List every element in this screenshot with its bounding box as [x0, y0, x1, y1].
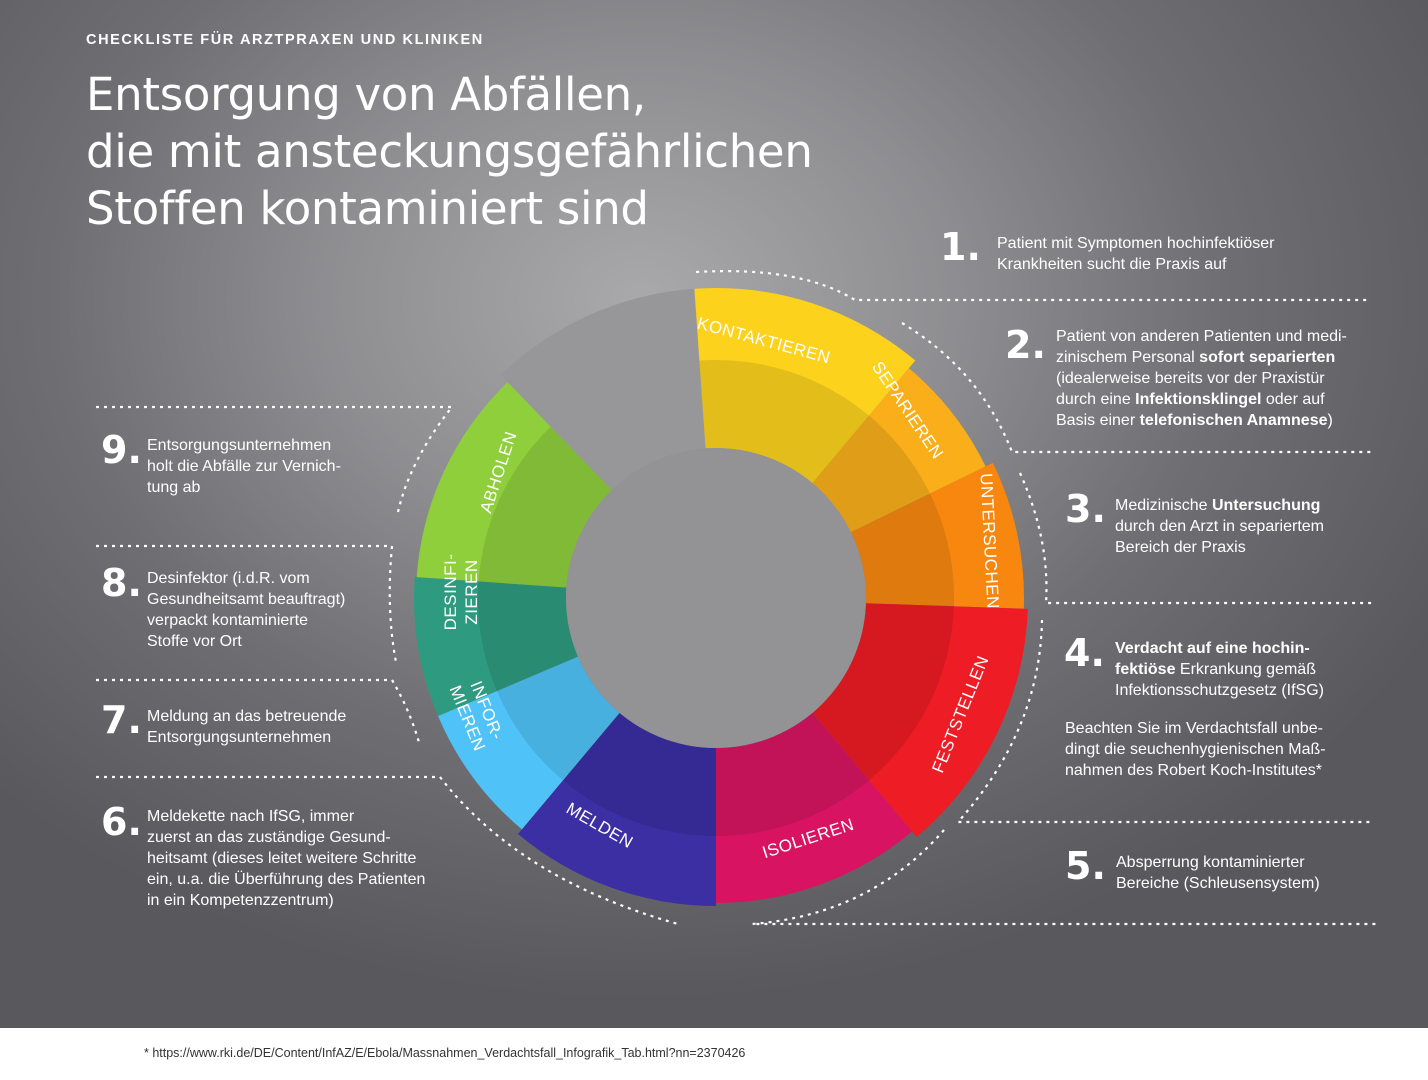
step-text-5: Absperrung kontaminierter Bereiche (Schl… [1116, 852, 1320, 894]
step-line: Absperrung kontaminierter [1116, 854, 1305, 871]
step-line: in ein Kompetenzzentrum) [147, 892, 334, 909]
step-line: Meldekette nach IfSG, immer [147, 808, 355, 825]
connector-6 [96, 775, 679, 926]
segment-separieren [867, 368, 986, 495]
connector-5 [751, 829, 1378, 926]
step-number-6: 6. [101, 800, 142, 844]
step-line: durch eine Infektionsklingel oder auf [1056, 391, 1325, 408]
page-title: Entsorgung von Abfällen, die mit ansteck… [86, 66, 813, 237]
segment-melden-inner [563, 712, 716, 836]
step-line: holt die Abfälle zur Vernich- [147, 458, 341, 475]
step-line: Krankheiten sucht die Praxis auf [997, 256, 1227, 273]
step-number-4: 4. [1064, 631, 1105, 675]
step-line: Patient von anderen Patienten und medi- [1056, 328, 1347, 345]
segment-informieren [438, 690, 565, 830]
step-line: Verdacht auf eine hochin- [1115, 640, 1310, 657]
step-line: ein, u.a. die Überführung des Patienten [147, 871, 426, 888]
step-line: Gesundheitsamt beauftragt) [147, 591, 346, 608]
connector-2 [901, 322, 1373, 454]
step-number-2: 2. [1005, 323, 1046, 367]
step-line: Basis einer telefonischen Anamnese) [1056, 412, 1333, 429]
wheel-segments [414, 288, 1028, 906]
step-line: Meldung an das betreuende [147, 708, 347, 725]
process-wheel: KONTAKTIERENSEPARIERENUNTERSUCHENFESTSTE… [96, 270, 1378, 926]
step-number-3: 3. [1065, 487, 1106, 531]
step-text-7: Meldung an das betreuende Entsorgungsunt… [147, 706, 346, 748]
segment-isolieren [716, 778, 913, 903]
step-line: Infektionsschutzgesetz (IfSG) [1115, 682, 1324, 699]
segment-abholen-inner [478, 426, 612, 588]
note-line: nahmen des Robert Koch-Institutes* [1065, 762, 1323, 779]
wheel-empty-sector [500, 288, 706, 491]
segment-kontaktieren-inner [699, 360, 869, 484]
step-number-7: 7. [101, 698, 142, 742]
connector-3 [1018, 472, 1372, 605]
step-line: Desinfektor (i.d.R. vom [147, 570, 310, 587]
step-line: heitsamt (dieses leitet weitere Schritte [147, 850, 417, 867]
footer [0, 1028, 1428, 1080]
step-text-1: Patient mit Symptomen hochinfektiöser Kr… [997, 233, 1274, 275]
connector-9 [96, 405, 455, 513]
segment-informieren-inner [496, 656, 620, 781]
note-line: dingt die seuchenhygienischen Maß- [1065, 741, 1326, 758]
step-line: Patient mit Symptomen hochinfektiöser [997, 235, 1275, 252]
step-4-note: Beachten Sie im Verdachtsfall unbe- ding… [1065, 718, 1326, 781]
step-number-5: 5. [1065, 844, 1106, 888]
segment-abholen [416, 382, 553, 582]
title-line: Stoffen kontaminiert sind [86, 182, 649, 235]
segment-desinfizieren [414, 576, 499, 717]
segment-feststellen [867, 606, 1028, 838]
overline: CHECKLISTE FÜR ARZTPRAXEN UND KLINIKEN [86, 32, 484, 48]
title-line: die mit ansteckungsgefährlichen [86, 125, 813, 178]
step-text-8: Desinfektor (i.d.R. vom Gesundheitsamt b… [147, 568, 345, 652]
segment-feststellen-inner [812, 603, 954, 781]
step-text-3: Medizinische Untersuchung durch den Arzt… [1115, 495, 1324, 558]
segment-desinfizieren-inner [477, 581, 578, 691]
step-text-4: Verdacht auf eine hochin- fektiöse Erkra… [1115, 638, 1324, 701]
segment-kontaktieren [694, 288, 916, 418]
step-number-8: 8. [101, 561, 142, 605]
step-line: tung ab [147, 479, 201, 496]
step-text-6: Meldekette nach IfSG, immer zuerst an da… [147, 806, 425, 911]
step-number-9: 9. [101, 428, 142, 472]
connector-7 [96, 678, 422, 747]
step-line: Medizinische Untersuchung [1115, 497, 1321, 514]
dotted-connectors [96, 270, 1378, 926]
step-number-1: 1. [940, 225, 981, 269]
segment-separieren-inner [812, 415, 930, 533]
step-line: Bereich der Praxis [1115, 539, 1246, 556]
step-line: durch den Arzt in separiertem [1115, 518, 1324, 535]
connector-1 [695, 270, 1368, 302]
step-line: (idealerweise bereits vor der Praxistür [1056, 370, 1325, 387]
step-text-9: Entsorgungsunternehmen holt die Abfälle … [147, 435, 341, 498]
label-desinfizieren: DESINFI- ZIEREN [441, 554, 481, 631]
step-line: Entsorgungsunternehmen [147, 729, 332, 746]
segment-isolieren-inner [716, 712, 869, 836]
footnote[interactable]: * https://www.rki.de/DE/Content/InfAZ/E/… [144, 1046, 746, 1060]
step-line: Stoffe vor Ort [147, 633, 242, 650]
segment-melden [518, 778, 716, 906]
step-line: fektiöse Erkrankung gemäß [1115, 661, 1316, 678]
step-line: Bereiche (Schleusensystem) [1116, 875, 1320, 892]
step-line: Entsorgungsunternehmen [147, 437, 332, 454]
segment-untersuchen-inner [850, 493, 954, 607]
note-line: Beachten Sie im Verdachtsfall unbe- [1065, 720, 1323, 737]
step-line: zuerst an das zuständige Gesund- [147, 829, 391, 846]
step-line: zinischem Personal sofort separierten [1056, 349, 1336, 366]
title-line: Entsorgung von Abfällen, [86, 68, 646, 121]
wheel-center [566, 448, 866, 748]
step-text-2: Patient von anderen Patienten und medi- … [1056, 326, 1347, 431]
step-line: verpackt kontaminierte [147, 612, 308, 629]
